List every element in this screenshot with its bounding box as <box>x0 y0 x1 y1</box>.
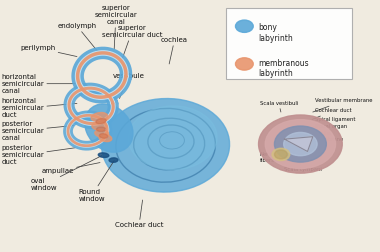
Ellipse shape <box>96 118 106 124</box>
Ellipse shape <box>99 134 112 142</box>
Ellipse shape <box>98 153 109 158</box>
Text: superior
semicircular duct: superior semicircular duct <box>102 25 162 61</box>
Text: Nerve
fibers: Nerve fibers <box>260 152 285 163</box>
Ellipse shape <box>95 130 109 137</box>
Text: posterior
semicircular
duct: posterior semicircular duct <box>2 145 75 165</box>
Text: superior
semicircular
canal: superior semicircular canal <box>95 5 137 49</box>
Ellipse shape <box>128 106 217 170</box>
Text: Cochlear duct: Cochlear duct <box>115 200 163 228</box>
Text: Scala tympani: Scala tympani <box>285 161 322 172</box>
Text: posterior
semicircular
canal: posterior semicircular canal <box>2 120 73 141</box>
Ellipse shape <box>85 104 133 152</box>
Text: vestibule: vestibule <box>112 73 144 99</box>
Text: Spiral ligament: Spiral ligament <box>314 117 355 127</box>
Text: cochlea: cochlea <box>161 37 188 64</box>
Ellipse shape <box>109 158 118 162</box>
Text: horizontal
semicircular
canal: horizontal semicircular canal <box>2 74 75 94</box>
Ellipse shape <box>97 127 106 132</box>
Circle shape <box>236 20 253 33</box>
Text: Vestibular membrane: Vestibular membrane <box>313 99 372 112</box>
Text: Spiral organ: Spiral organ <box>311 124 347 134</box>
Ellipse shape <box>102 99 230 192</box>
FancyBboxPatch shape <box>226 9 352 79</box>
Circle shape <box>265 120 336 169</box>
Text: endolymph: endolymph <box>57 23 98 52</box>
Circle shape <box>236 58 253 70</box>
Text: membranous
labyrinth: membranous labyrinth <box>258 59 309 78</box>
Text: Scala vestibuli: Scala vestibuli <box>260 101 298 112</box>
Circle shape <box>283 133 317 156</box>
Ellipse shape <box>91 113 108 121</box>
Circle shape <box>272 148 290 161</box>
Text: oval
window: oval window <box>31 156 102 191</box>
Circle shape <box>274 150 287 159</box>
Ellipse shape <box>100 134 108 138</box>
Ellipse shape <box>92 122 107 130</box>
Text: Basilar
membrane: Basilar membrane <box>310 131 344 142</box>
Text: Round
window: Round window <box>79 161 114 202</box>
Circle shape <box>274 126 326 162</box>
Polygon shape <box>285 137 313 151</box>
Text: bony
labyrinth: bony labyrinth <box>258 23 293 43</box>
Text: horizontal
semicircular
duct: horizontal semicircular duct <box>2 98 77 118</box>
Text: perilymph: perilymph <box>20 45 77 56</box>
Circle shape <box>258 115 342 173</box>
Text: ampullae: ampullae <box>41 163 100 174</box>
Text: Cochlear duct: Cochlear duct <box>312 108 352 119</box>
